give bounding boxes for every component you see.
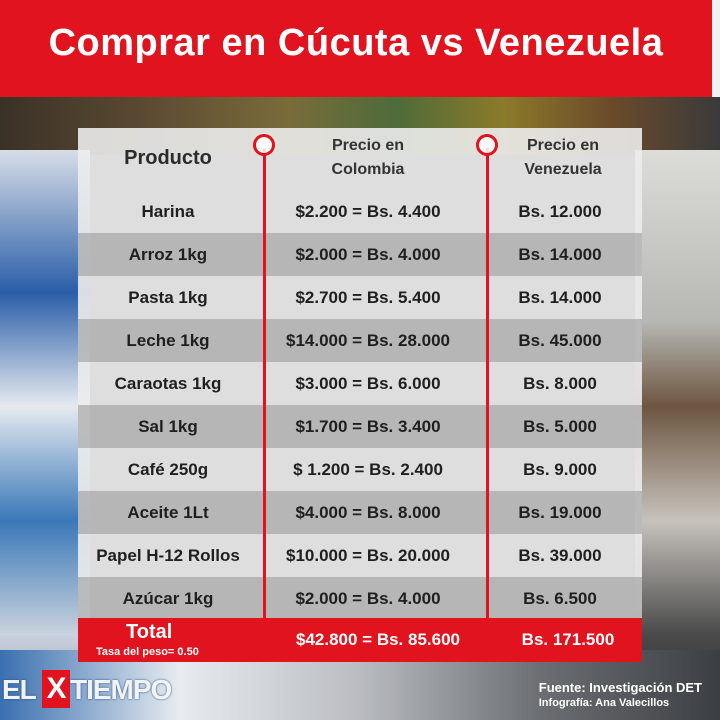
column-header-venezuela: Precio en Venezuela [488,128,638,196]
price-colombia: $1.700 = Bs. 3.400 [295,416,441,436]
price-table: Producto Precio en Colombia Precio en Ve… [78,128,642,660]
product-name: Leche 1kg [126,330,210,350]
product-name: Sal 1kg [138,416,198,436]
table-row: Arroz 1kg $2.000 = Bs. 4.000 Bs. 14.000 [78,233,642,276]
price-colombia: $10.000 = Bs. 20.000 [286,545,450,565]
price-venezuela: Bs. 45.000 [518,330,602,350]
logo-text-left: EL [2,674,37,705]
el-tiempo-logo: EL X TIEMPO [2,668,198,714]
table-row: Café 250g $ 1.200 = Bs. 2.400 Bs. 9.000 [78,448,642,491]
price-venezuela: Bs. 6.500 [523,588,597,608]
price-venezuela: Bs. 9.000 [523,459,597,479]
total-label: Total [126,621,173,643]
total-venezuela: Bs. 171.500 [521,630,615,649]
column-header-colombia-line2: Colombia [331,161,405,178]
table-row: Pasta 1kg $2.700 = Bs. 5.400 Bs. 14.000 [78,276,642,319]
page-title: Comprar en Cúcuta vs Venezuela [48,22,664,64]
total-row: Total Tasa del peso= 0.50 $42.800 = Bs. … [78,618,642,662]
divider-circle-icon [476,134,498,156]
source-line: Fuente: Investigación DET [538,680,702,695]
product-name: Harina [141,201,195,221]
price-venezuela: Bs. 8.000 [523,373,597,393]
price-colombia: $2.200 = Bs. 4.400 [295,201,441,221]
price-venezuela: Bs. 39.000 [518,545,602,565]
product-name: Caraotas 1kg [114,373,222,393]
table-row: Harina $2.200 = Bs. 4.400 Bs. 12.000 [78,190,642,233]
price-venezuela: Bs. 19.000 [518,502,602,522]
background-products-right [635,150,720,720]
table-row: Azúcar 1kg $2.000 = Bs. 4.000 Bs. 6.500 [78,577,642,620]
product-name: Café 250g [127,459,209,479]
column-header-product: Producto [124,147,212,169]
price-venezuela: Bs. 5.000 [523,416,597,436]
price-colombia: $2.000 = Bs. 4.000 [295,244,441,264]
price-colombia: $2.000 = Bs. 4.000 [295,588,441,608]
logo-text-right: TIEMPO [70,674,172,705]
background-products-left [0,150,90,720]
price-colombia: $4.000 = Bs. 8.000 [295,502,441,522]
price-colombia: $3.000 = Bs. 6.000 [295,373,441,393]
table-row: Sal 1kg $1.700 = Bs. 3.400 Bs. 5.000 [78,405,642,448]
price-colombia: $ 1.200 = Bs. 2.400 [293,459,443,479]
infographic-credit: Infografía: Ana Valecillos [538,697,670,709]
logo-x-mark: X [42,670,70,708]
exchange-rate-note: Tasa del peso= 0.50 [96,646,199,658]
column-header-venezuela-line2: Venezuela [524,161,602,178]
divider-circle-icon [253,134,275,156]
price-venezuela: Bs. 14.000 [518,244,602,264]
table-body: Harina $2.200 = Bs. 4.400 Bs. 12.000 Arr… [78,190,642,620]
table-row: Leche 1kg $14.000 = Bs. 28.000 Bs. 45.00… [78,319,642,362]
total-colombia: $42.800 = Bs. 85.600 [296,630,460,649]
column-divider-line [263,148,266,653]
price-colombia: $2.700 = Bs. 5.400 [295,287,441,307]
product-name: Arroz 1kg [128,244,208,264]
column-header-colombia-line1: Precio en [331,137,405,154]
product-name: Azúcar 1kg [122,588,214,608]
column-divider-line [486,148,489,653]
source-credit: Fuente: Investigación DET Infografía: An… [539,680,702,709]
price-colombia: $14.000 = Bs. 28.000 [286,330,450,350]
product-name: Aceite 1Lt [127,502,209,522]
price-venezuela: Bs. 14.000 [518,287,602,307]
table-row: Caraotas 1kg $3.000 = Bs. 6.000 Bs. 8.00… [78,362,642,405]
table-row: Aceite 1Lt $4.000 = Bs. 8.000 Bs. 19.000 [78,491,642,534]
product-name: Pasta 1kg [128,287,208,307]
column-header-venezuela-line1: Precio en [526,137,600,154]
price-venezuela: Bs. 12.000 [518,201,602,221]
product-name: Papel H-12 Rollos [96,545,240,565]
table-row: Papel H-12 Rollos $10.000 = Bs. 20.000 B… [78,534,642,577]
column-header-colombia: Precio en Colombia [268,128,468,196]
title-banner: Comprar en Cúcuta vs Venezuela [0,0,720,97]
